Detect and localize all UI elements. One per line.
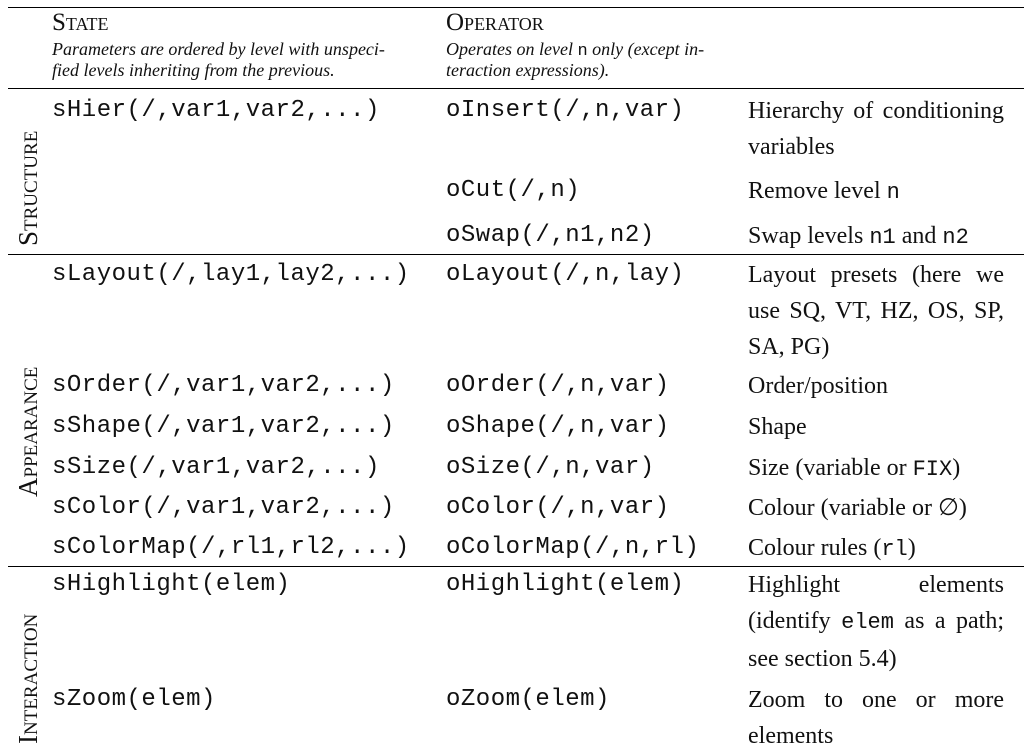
table-top-rule xyxy=(8,7,1024,8)
section-label-interaction: Interaction xyxy=(13,613,43,744)
state-hier: sHier(/,var1,var2,...) xyxy=(52,97,380,124)
operator-insert: oInsert(/,n,var) xyxy=(446,97,685,124)
operator-color: oColor(/,n,var) xyxy=(446,494,670,521)
state-layout: sLayout(/,lay1,lay2,...) xyxy=(52,261,410,288)
operator-zoom: oZoom(elem) xyxy=(446,686,610,713)
header-bottom-rule xyxy=(8,88,1024,89)
operator-header-title: Operator xyxy=(446,9,544,36)
desc-highlight: Highlight elements (identify elem as a p… xyxy=(748,567,1004,677)
operator-order: oOrder(/,n,var) xyxy=(446,372,670,399)
desc-colour-rules-text-a: Colour rules ( xyxy=(748,535,882,561)
state-shape: sShape(/,var1,var2,...) xyxy=(52,413,395,440)
state-highlight: sHighlight(elem) xyxy=(52,571,291,598)
desc-hierarchy: Hierarchy of conditioning variables xyxy=(748,98,1004,160)
desc-size-text-b: ) xyxy=(952,455,961,481)
desc-layout-presets: Layout presets (here we use SQ, VT, HZ, … xyxy=(748,262,1004,360)
operator-shape: oShape(/,n,var) xyxy=(446,413,670,440)
desc-colour-rules-text-b: ) xyxy=(907,535,916,561)
desc-shape: Shape xyxy=(748,414,807,440)
state-size: sSize(/,var1,var2,...) xyxy=(52,454,380,481)
desc-highlight-text-a: Highlight elements (identify xyxy=(748,572,1004,634)
desc-colour-rules-code: rl xyxy=(881,537,908,562)
state-header-note-line2: fied levels inheriting from the previous… xyxy=(52,60,335,80)
desc-colour: Colour (variable or ∅) xyxy=(748,495,967,521)
operator-layout: oLayout(/,n,lay) xyxy=(446,261,685,288)
state-zoom: sZoom(elem) xyxy=(52,686,216,713)
state-header-note-line1: Parameters are ordered by level with uns… xyxy=(52,39,385,59)
section-label-appearance: Appearance xyxy=(13,366,43,497)
operator-note-code: n xyxy=(577,42,588,61)
appearance-bottom-rule xyxy=(8,566,1024,567)
operator-colormap: oColorMap(/,n,rl) xyxy=(446,534,700,561)
desc-swap-text-a: Swap levels xyxy=(748,223,870,249)
desc-swap-code-1: n1 xyxy=(869,225,896,250)
desc-swap-code-2: n2 xyxy=(942,225,969,250)
desc-remove-code: n xyxy=(886,180,900,205)
operator-cut: oCut(/,n) xyxy=(446,177,581,204)
state-colormap: sColorMap(/,rl1,rl2,...) xyxy=(52,534,410,561)
desc-zoom: Zoom to one or more elements xyxy=(748,687,1004,749)
section-label-structure: Structure xyxy=(13,130,43,246)
desc-remove-level: Remove level n xyxy=(748,173,1004,211)
desc-colour-rules: Colour rules (rl) xyxy=(748,530,1004,568)
desc-size: Size (variable or FIX) xyxy=(748,450,1004,488)
operator-header-note-line1: Operates on level n only (except in- xyxy=(446,39,704,62)
structure-bottom-rule xyxy=(8,254,1024,255)
desc-swap-levels: Swap levels n1 and n2 xyxy=(748,218,1004,256)
desc-swap-text-b: and xyxy=(895,223,943,249)
state-header-title: State xyxy=(52,9,109,36)
operator-header-note-line2: teraction expressions). xyxy=(446,60,610,80)
operator-size: oSize(/,n,var) xyxy=(446,454,655,481)
desc-order: Order/position xyxy=(748,373,888,399)
desc-remove-text: Remove level xyxy=(748,178,887,204)
state-color: sColor(/,var1,var2,...) xyxy=(52,494,395,521)
operator-note-text-a: Operates on level xyxy=(446,39,578,59)
desc-highlight-code: elem xyxy=(841,610,894,635)
operator-highlight: oHighlight(elem) xyxy=(446,571,685,598)
state-order: sOrder(/,var1,var2,...) xyxy=(52,372,395,399)
operator-swap: oSwap(/,n1,n2) xyxy=(446,222,655,249)
desc-size-text-a: Size (variable or xyxy=(748,455,913,481)
desc-highlight-text-b: as a path; see section 5.4) xyxy=(748,608,1004,672)
operator-note-text-b: only (except in- xyxy=(587,39,705,59)
desc-size-code: FIX xyxy=(912,457,953,482)
